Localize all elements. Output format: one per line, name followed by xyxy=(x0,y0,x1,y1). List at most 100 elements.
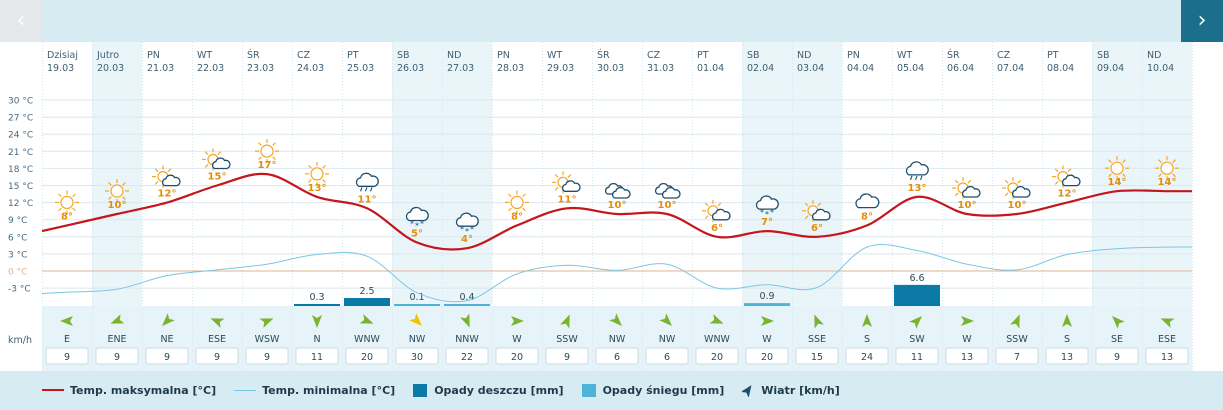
column-separators xyxy=(42,42,1193,371)
wind-speed: 6 xyxy=(664,352,670,363)
y-tick-label: 9 °C xyxy=(8,216,27,226)
wind-speed-box xyxy=(145,347,189,365)
wind-speed: 20 xyxy=(761,352,773,363)
wind-direction: SSW xyxy=(556,334,578,345)
wind-speed: 9 xyxy=(114,352,120,363)
wind-arrow xyxy=(814,314,824,329)
wind-speed: 9 xyxy=(264,352,270,363)
rain-value: 6.6 xyxy=(909,273,924,284)
sun-ray xyxy=(122,196,126,200)
max-temp-label: 14° xyxy=(1158,177,1177,188)
prev-days-button[interactable]: ‹ xyxy=(0,0,42,42)
wind-direction: NW xyxy=(409,334,426,345)
cloud-shape xyxy=(855,193,880,209)
sun-ray xyxy=(258,156,262,161)
rain-drop xyxy=(364,187,368,192)
y-tick-label: 18 °C xyxy=(8,165,33,175)
day-date: 19.03 xyxy=(47,63,74,74)
day-name: ND xyxy=(797,50,811,61)
sun-ray xyxy=(817,202,822,207)
max-temp-label: 11° xyxy=(358,194,377,205)
legend-wind[interactable]: Wiatr [km/h] xyxy=(742,383,840,397)
day-date: 28.03 xyxy=(497,63,524,74)
day-date: 30.03 xyxy=(597,63,624,74)
day-date: 24.03 xyxy=(297,63,324,74)
wind-direction: ENE xyxy=(107,334,126,345)
day-date: 26.03 xyxy=(397,63,424,74)
max-temp-label: 8° xyxy=(861,211,873,222)
sun-ray xyxy=(1017,179,1022,184)
snow-bar xyxy=(744,303,790,306)
wind-direction: NW xyxy=(609,334,626,345)
legend-max-temp[interactable]: Temp. maksymalna [°C] xyxy=(42,384,216,397)
wind-arrow xyxy=(259,318,274,328)
wind-direction: NE xyxy=(160,334,173,345)
sun-ray xyxy=(1122,159,1126,163)
cloud-shape xyxy=(1012,185,1031,198)
sun-ray xyxy=(1054,181,1059,185)
snow-swatch xyxy=(581,383,596,397)
sun-ray xyxy=(122,182,126,186)
wind-speed-box xyxy=(595,347,639,365)
day-date: 02.04 xyxy=(747,63,774,74)
wind-speed: 22 xyxy=(461,352,473,363)
sun-ray xyxy=(167,168,172,173)
day-name: WT xyxy=(547,50,562,61)
day-date: 06.04 xyxy=(947,63,974,74)
sun-ray xyxy=(108,196,112,200)
day-name: SB xyxy=(747,50,760,61)
sun-ray xyxy=(272,156,276,161)
wind-speed-box xyxy=(245,347,289,365)
sun-ray xyxy=(508,207,512,212)
wind-speed-box xyxy=(995,347,1039,365)
wind-arrow xyxy=(862,314,872,327)
sun-ray xyxy=(522,193,526,198)
sun-ray xyxy=(1122,173,1126,178)
weekend-bands xyxy=(92,42,1192,306)
wind-arrow xyxy=(659,313,672,326)
partly-sunny-icon xyxy=(952,177,981,199)
day-date: 31.03 xyxy=(647,63,674,74)
weekend-band xyxy=(742,42,792,306)
y-grid: 30 °C 27 °C 24 °C 21 °C 18 °C 15 °C 12 °C 9 °C 6… xyxy=(8,97,1192,295)
cloud-shape xyxy=(405,206,429,222)
wind-arrow xyxy=(162,313,175,326)
wind-speed-box xyxy=(545,347,589,365)
wind-direction: S xyxy=(1064,334,1070,345)
legend-snow[interactable]: Opady śniegu [mm] xyxy=(581,383,725,397)
min-temp-line xyxy=(41,244,1193,303)
max-temp-label: 12° xyxy=(158,189,177,200)
day-name: ND xyxy=(1147,50,1161,61)
chevron-left-icon: ‹ xyxy=(16,8,26,33)
chart-legend: Temp. maksymalna [°C] Temp. minimalna [°… xyxy=(0,380,840,400)
day-name: Jutro xyxy=(96,50,119,61)
snowflake-mark: * xyxy=(415,222,419,231)
legend-rain[interactable]: Opady deszczu [mm] xyxy=(413,383,564,397)
sun-ray xyxy=(567,174,572,178)
sun-ray xyxy=(1108,159,1112,163)
day-name: PT xyxy=(347,50,359,61)
wind-speed-box xyxy=(745,347,789,365)
partly-sunny-icon xyxy=(1052,165,1081,188)
snow-cloud-icon: * * * xyxy=(755,195,779,219)
cloud-shape xyxy=(162,174,181,187)
sun-ray xyxy=(322,179,326,183)
y-tick-label: 30 °C xyxy=(8,97,33,107)
cloud-shape xyxy=(712,208,731,221)
next-days-button[interactable]: › xyxy=(1181,0,1223,42)
day-name: CZ xyxy=(997,50,1011,61)
wind-speed: 9 xyxy=(214,352,220,363)
sun-ray xyxy=(258,142,262,146)
snow-value: 0.9 xyxy=(759,291,774,302)
legend-min-temp[interactable]: Temp. minimalna [°C] xyxy=(234,384,395,397)
day-name: PT xyxy=(697,50,709,61)
rain-cloud-icon xyxy=(355,172,379,192)
wind-speed: 24 xyxy=(861,352,873,363)
legend-snow-label: Opady śniegu [mm] xyxy=(602,383,725,397)
wind-direction: W xyxy=(512,334,522,345)
sun-ray xyxy=(204,164,209,168)
sun-ray xyxy=(1067,168,1072,173)
snow-value: 0.1 xyxy=(409,292,424,303)
